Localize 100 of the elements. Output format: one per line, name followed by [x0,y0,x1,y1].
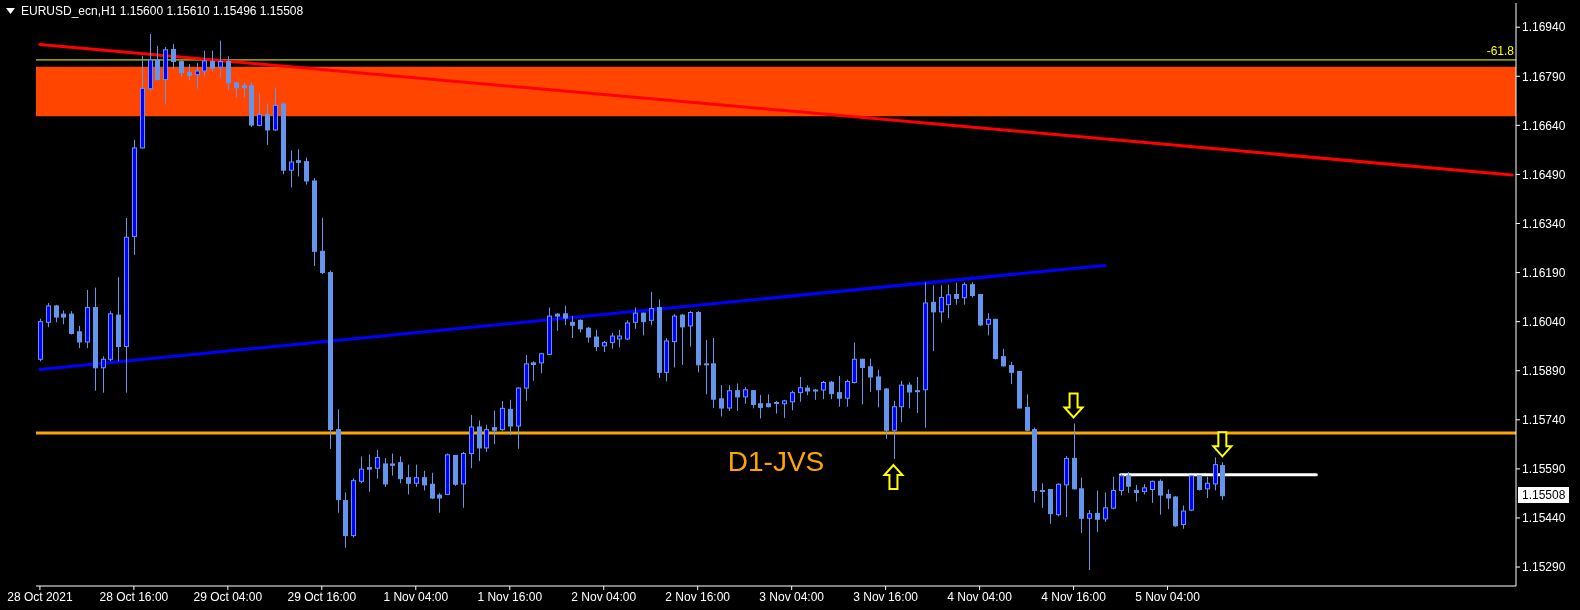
y-tick-label: 1.16040 [1522,314,1566,329]
candlestick [1181,505,1186,530]
candlestick [633,307,638,330]
candlestick [954,282,959,306]
y-tick-label: 1.16790 [1522,69,1566,84]
y-tick-label: 1.15290 [1522,560,1566,575]
x-tick-label: 28 Oct 2021 [7,589,73,604]
candlestick [414,464,419,488]
candlestick [422,470,427,491]
ref-line-label: D1-JVS [727,445,825,477]
y-tick-label: 1.15440 [1522,511,1566,526]
candlestick [1087,509,1092,571]
y-tick-label: 1.16940 [1522,20,1566,35]
candlestick [649,291,654,326]
candlestick [829,380,834,400]
candlestick [296,148,301,177]
x-tick-label: 29 Oct 16:00 [287,589,357,604]
candlestick [868,358,873,393]
candlestick [390,453,395,477]
candlestick [1103,491,1108,523]
candlestick [719,384,724,418]
candlestick [774,400,779,415]
candlestick [1158,478,1163,516]
candlestick [155,45,160,81]
candlestick [758,394,763,419]
y-tick-label: 1.16340 [1522,216,1566,231]
candlestick [226,55,231,91]
candlestick [484,424,489,453]
x-tick-label: 2 Nov 16:00 [665,589,731,604]
annotation: -61.8 [1486,44,1514,58]
candlestick [383,457,388,488]
candlestick [915,376,920,414]
candlestick [430,472,435,500]
text: 1.15508 [1518,487,1570,503]
candlestick [821,380,826,400]
candlestick [77,325,82,349]
candlestick [210,50,215,73]
candlestick [320,217,325,275]
candlestick [218,40,223,79]
candlestick [680,313,685,366]
candlestick [359,455,364,484]
candlestick [625,319,630,341]
candlestick [563,305,568,326]
candlestick [1025,393,1030,432]
candlestick [907,381,912,409]
candlestick [852,342,857,384]
candlestick [367,453,372,493]
candlestick [876,369,881,408]
x-tick-label: 29 Oct 04:00 [193,589,263,604]
candlestick [437,492,442,514]
candlestick [265,102,270,146]
chart-title: EURUSD_ecn,H1 1.15600 1.15610 1.15496 1.15508 [21,4,304,18]
candlestick [641,311,646,336]
candlestick [570,315,575,339]
candlestick [1213,456,1218,491]
candlestick [1009,361,1014,385]
candlestick [860,358,865,405]
candlestick [1205,476,1210,499]
candlestick [375,449,380,480]
y-tick-label: 1.16640 [1522,118,1566,133]
candlestick [939,284,944,323]
candlestick [304,157,309,186]
x-tick-label: 3 Nov 04:00 [759,589,825,604]
candlestick [798,376,803,403]
candlestick [986,312,991,336]
y-tick-label: 1.16490 [1522,167,1566,182]
y-tick-label: 1.16190 [1522,265,1566,280]
x-tick-label: 4 Nov 16:00 [1041,589,1107,604]
x-tick-label: 1 Nov 16:00 [477,589,543,604]
candlestick [398,455,403,484]
candlestick [751,389,756,409]
x-tick-label: 3 Nov 16:00 [853,589,919,604]
candlestick [837,375,842,408]
candlestick [195,62,200,90]
candlestick [1040,482,1045,509]
candlestick [1095,489,1100,533]
candlestick [492,409,497,445]
candlestick [500,400,505,432]
x-tick-label: 28 Oct 16:00 [99,589,169,604]
candlestick [946,284,951,319]
candlestick [931,284,936,352]
candlestick [594,329,599,352]
y-tick-label: 1.15590 [1522,462,1566,477]
candlestick [508,399,513,436]
candlestick [1126,471,1131,494]
y-tick-label: 1.15740 [1522,413,1566,428]
x-tick-label: 1 Nov 04:00 [383,589,449,604]
candlestick [406,464,411,495]
candlestick [735,382,740,412]
candlestick [1119,473,1124,496]
x-tick-label: 5 Nov 04:00 [1135,589,1201,604]
candlestick [531,360,536,382]
candlestick [477,419,482,462]
x-tick-label: 2 Nov 04:00 [571,589,637,604]
candlestick [1166,488,1171,510]
candlestick [899,380,904,423]
candlestick [704,339,709,395]
candlestick [688,310,693,348]
y-tick-label: 1.15890 [1522,363,1566,378]
x-tick-label: 4 Nov 04:00 [947,589,1013,604]
